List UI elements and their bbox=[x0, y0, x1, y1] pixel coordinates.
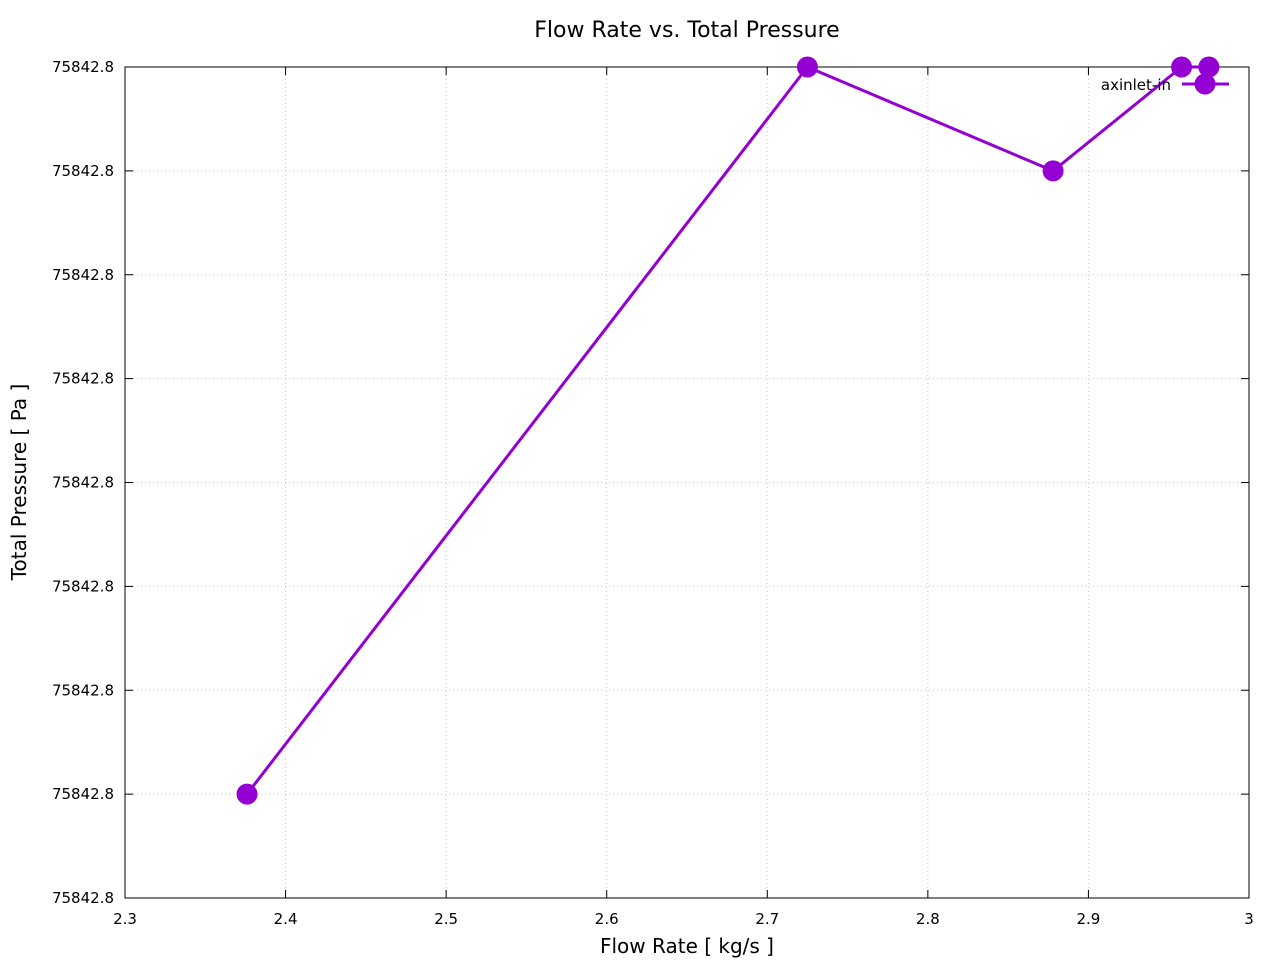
x-tick-label: 2.4 bbox=[274, 910, 298, 928]
y-tick-label: 75842.8 bbox=[52, 266, 114, 284]
x-tick-label: 2.6 bbox=[595, 910, 619, 928]
x-tick-label: 2.9 bbox=[1076, 910, 1100, 928]
series-layer bbox=[236, 56, 1220, 805]
legend-marker bbox=[1194, 73, 1216, 95]
x-tick-label: 2.3 bbox=[113, 910, 137, 928]
x-tick-label: 3 bbox=[1244, 910, 1254, 928]
y-tick-label: 75842.8 bbox=[52, 681, 114, 699]
y-tick-label: 75842.8 bbox=[52, 370, 114, 388]
x-tick-label: 2.5 bbox=[434, 910, 458, 928]
x-tick-label: 2.8 bbox=[916, 910, 940, 928]
data-point bbox=[1198, 56, 1220, 78]
legend: axinlet-in bbox=[1101, 73, 1229, 95]
x-axis-label: Flow Rate [ kg/s ] bbox=[600, 934, 774, 958]
data-point bbox=[796, 56, 818, 78]
chart-title: Flow Rate vs. Total Pressure bbox=[534, 18, 839, 43]
y-tick-label: 75842.8 bbox=[52, 577, 114, 595]
x-tick-label: 2.7 bbox=[755, 910, 779, 928]
y-tick-label: 75842.8 bbox=[52, 889, 114, 907]
y-tick-label: 75842.8 bbox=[52, 474, 114, 492]
data-point bbox=[1042, 160, 1064, 182]
y-tick-label: 75842.8 bbox=[52, 162, 114, 180]
y-axis: 75842.8 75842.8 75842.8 75842.8 75842.8 75842… bbox=[52, 58, 1249, 907]
legend-label: axinlet-in bbox=[1101, 76, 1171, 94]
x-axis: 2.3 2.4 2.5 2.6 2.7 2.8 2.9 3 bbox=[113, 67, 1254, 928]
data-point bbox=[236, 783, 258, 805]
y-axis-label: Total Pressure [ Pa ] bbox=[7, 384, 31, 582]
y-tick-label: 75842.8 bbox=[52, 785, 114, 803]
data-point bbox=[1171, 56, 1193, 78]
y-tick-label: 75842.8 bbox=[52, 58, 114, 76]
grid bbox=[125, 67, 1249, 898]
series-line bbox=[245, 65, 1209, 796]
